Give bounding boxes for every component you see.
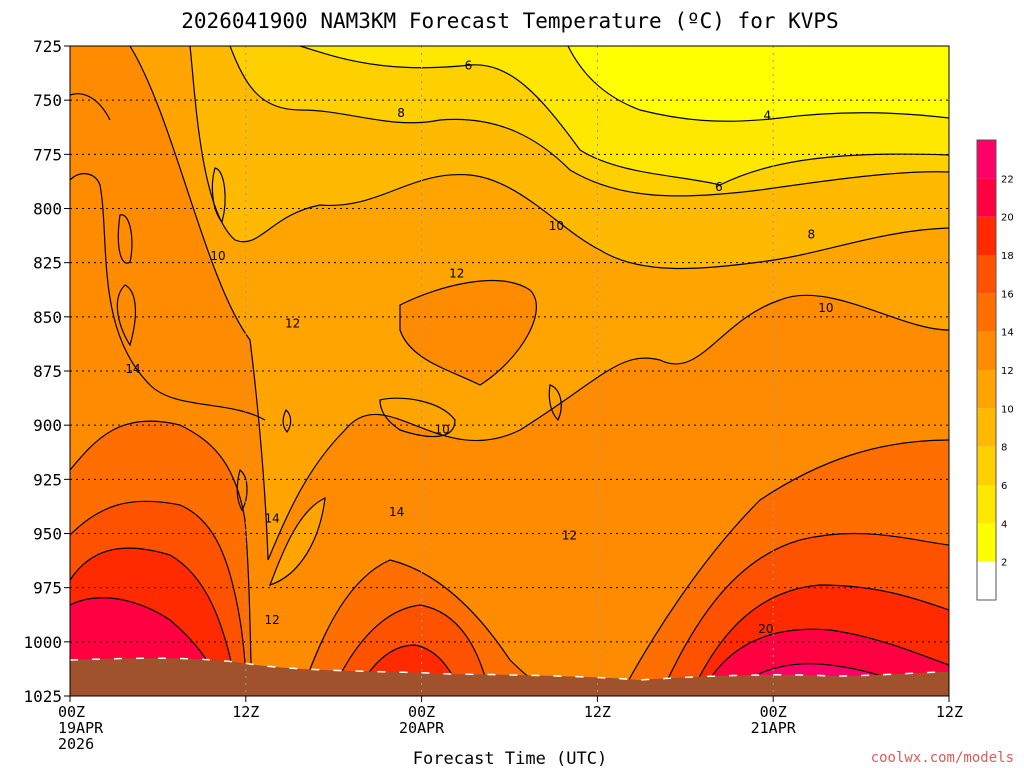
colorbar-swatch	[977, 408, 996, 447]
y-tick-label: 925	[33, 470, 62, 489]
colorbar-tick-label: 22	[1001, 174, 1014, 185]
y-tick-label: 900	[33, 416, 62, 435]
colorbar-swatch	[977, 293, 996, 332]
contour-label: 6	[465, 59, 473, 73]
colorbar-tick-label: 16	[1001, 289, 1014, 300]
contour-label: 10	[434, 423, 449, 437]
x-tick-label: 00Z	[58, 703, 85, 721]
band-10-12-lower-pocket	[270, 498, 325, 585]
contour-label: 14	[125, 362, 140, 376]
ground-edge-line	[70, 657, 949, 681]
x-tick-label: 12Z	[584, 703, 611, 721]
contour-label: 10	[818, 301, 833, 315]
contour-label: 10	[549, 219, 564, 233]
colorbar-swatch	[977, 255, 996, 294]
colorbar-frame	[976, 139, 997, 601]
colorbar-swatch	[977, 331, 996, 370]
x-tick-label: 00Z	[408, 703, 435, 721]
contour-label: 4	[764, 108, 772, 122]
colorbar-tick-label: 2	[1001, 558, 1007, 569]
band-12-14-lower-pocket	[400, 280, 537, 385]
y-tick-label: 800	[33, 200, 62, 219]
colorbar-tick-label: 14	[1001, 328, 1014, 339]
contour-labels: 6 8 4 6 10 10 8 12 12 10 14 10 14 14 12 12 20	[125, 59, 833, 636]
y-tick-label: 750	[33, 91, 62, 110]
credit-text: coolwx.com/models	[871, 750, 1014, 766]
contour-label: 10	[210, 249, 225, 263]
contour-label: 14	[265, 511, 280, 525]
colorbar-tick-label: 6	[1001, 481, 1007, 492]
contour-label: 12	[265, 613, 280, 627]
x-tick-label: 20APR	[399, 719, 445, 737]
colorbar-swatch	[977, 523, 996, 562]
x-tick-label: 21APR	[751, 719, 797, 737]
colorbar-tick-label: 20	[1001, 213, 1014, 224]
x-tick-label: 2026	[58, 735, 94, 753]
contour-label: 12	[562, 529, 577, 543]
y-tick-label: 975	[33, 579, 62, 598]
x-tick-label: 12Z	[936, 703, 963, 721]
colorbar-tick-label: 4	[1001, 519, 1007, 530]
ground-terrain	[70, 658, 949, 696]
colorbar-swatch	[977, 561, 996, 600]
y-tick-label: 1000	[23, 633, 62, 652]
contour-label: 14	[389, 505, 404, 519]
y-tick-label: 875	[33, 362, 62, 381]
contour-label: 20	[758, 622, 773, 636]
contour-label: 8	[397, 106, 405, 120]
y-tick-label: 825	[33, 254, 62, 273]
colorbar-swatch	[977, 446, 996, 485]
colorbar-swatch	[977, 178, 996, 217]
colorbar-tick-label: 8	[1001, 443, 1007, 454]
y-tick-label: 850	[33, 308, 62, 327]
band-2-4	[568, 46, 949, 122]
colorbar-swatch	[977, 485, 996, 524]
x-tick-label: 12Z	[232, 703, 259, 721]
x-tick-label: 00Z	[760, 703, 787, 721]
contour-label: 12	[285, 316, 300, 330]
y-tick-label: 725	[33, 37, 62, 56]
y-tick-label: 775	[33, 145, 62, 164]
colorbar-swatch	[977, 140, 996, 179]
contour-label: 6	[715, 180, 723, 194]
colorbar: 2 4 6 8 10 12 14 16 18 20 22	[976, 139, 1014, 601]
y-tick-label: 1025	[23, 687, 62, 706]
y-axis: 725 750 775 800 825 850 875 900 925 950 975 1000 102…	[23, 37, 70, 706]
chart-title: 2026041900 NAM3KM Forecast Temperature (…	[181, 9, 838, 33]
colorbar-tick-label: 18	[1001, 251, 1014, 262]
contour-label: 8	[807, 228, 815, 242]
contour-label: 12	[449, 267, 464, 281]
colorbar-tick-label: 12	[1001, 366, 1014, 377]
x-tick-label: 19APR	[58, 719, 104, 737]
y-tick-label: 950	[33, 525, 62, 544]
colorbar-swatch	[977, 370, 996, 409]
colorbar-swatch	[977, 216, 996, 255]
colorbar-tick-label: 10	[1001, 404, 1014, 415]
x-axis-label: Forecast Time (UTC)	[413, 749, 607, 768]
